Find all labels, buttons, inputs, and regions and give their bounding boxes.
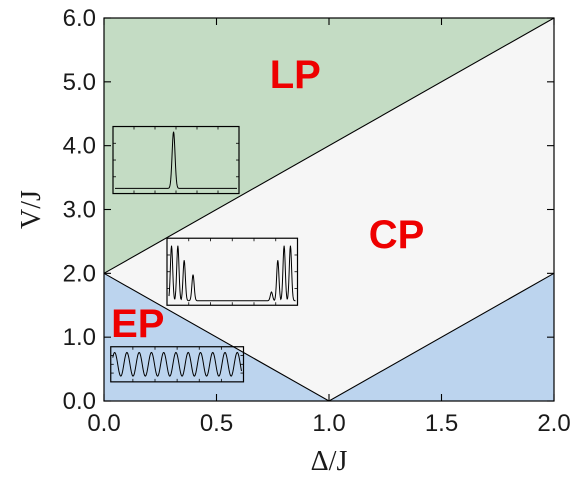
region-label-cp: CP bbox=[369, 213, 425, 257]
region-labels: LP CP EP bbox=[111, 53, 424, 346]
x-tick-label: 1.5 bbox=[425, 410, 458, 437]
axis-ticks: 0.0 0.5 1.0 1.5 2.0 0.0 1.0 2.0 3.0 4.0 5.0 6.0 bbox=[63, 5, 571, 437]
inset-extended bbox=[110, 346, 245, 383]
y-tick-label: 1.0 bbox=[63, 324, 96, 351]
x-axis-label: Δ/J bbox=[311, 446, 348, 477]
region-label-ep: EP bbox=[111, 302, 164, 346]
inset-curve bbox=[115, 131, 237, 189]
x-tick-label: 1.0 bbox=[312, 410, 345, 437]
inset-edge bbox=[166, 237, 299, 306]
phase-regions bbox=[104, 18, 554, 401]
y-axis-label: V/J bbox=[16, 190, 47, 229]
region-label-lp: LP bbox=[270, 53, 321, 97]
y-tick-label: 6.0 bbox=[63, 5, 96, 32]
inset-localized bbox=[112, 125, 240, 195]
boundary-line-0 bbox=[103, 17, 555, 274]
inset-curve bbox=[112, 351, 242, 377]
y-tick-label: 3.0 bbox=[63, 197, 96, 224]
x-tick-label: 0.0 bbox=[87, 410, 120, 437]
y-tick-label: 0.0 bbox=[63, 388, 96, 415]
insets bbox=[110, 125, 299, 383]
x-tick-label: 0.5 bbox=[200, 410, 233, 437]
y-tick-label: 5.0 bbox=[63, 69, 96, 96]
y-tick-label: 2.0 bbox=[63, 260, 96, 287]
y-tick-label: 4.0 bbox=[63, 133, 96, 160]
x-tick-label: 2.0 bbox=[537, 410, 570, 437]
inset-curve bbox=[168, 245, 296, 302]
